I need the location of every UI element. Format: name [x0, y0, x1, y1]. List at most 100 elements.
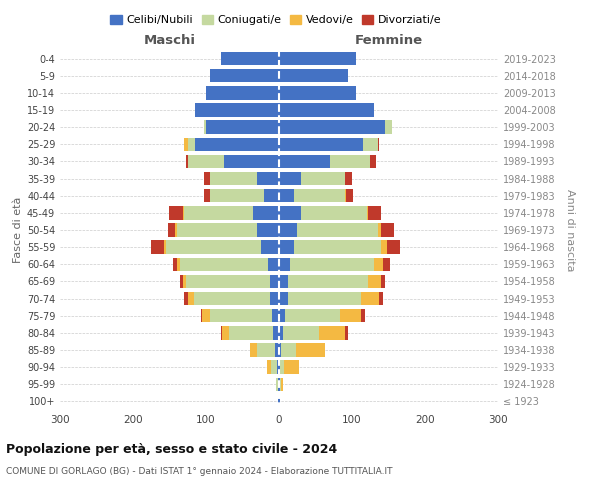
Bar	[279, 120, 385, 134]
Bar	[253, 206, 279, 220]
Bar	[290, 258, 374, 271]
Bar	[344, 172, 352, 186]
Bar	[195, 138, 279, 151]
Bar	[209, 172, 257, 186]
Bar	[166, 240, 261, 254]
Bar	[272, 309, 279, 322]
Bar	[195, 104, 279, 117]
Bar	[221, 326, 222, 340]
Bar	[177, 258, 181, 271]
Bar	[279, 326, 283, 340]
Bar	[340, 309, 361, 322]
Bar	[224, 154, 279, 168]
Bar	[169, 206, 182, 220]
Bar	[279, 309, 285, 322]
Bar	[278, 378, 279, 391]
Bar	[261, 240, 279, 254]
Bar	[281, 344, 296, 356]
Bar	[279, 274, 288, 288]
Bar	[204, 189, 209, 202]
Bar	[363, 138, 377, 151]
Bar	[181, 274, 182, 288]
Bar	[276, 378, 278, 391]
Bar	[168, 224, 175, 236]
Bar	[279, 52, 356, 66]
Bar	[296, 344, 325, 356]
Bar	[181, 258, 268, 271]
Bar	[368, 206, 381, 220]
Text: Femmine: Femmine	[355, 34, 422, 46]
Bar	[250, 344, 257, 356]
Bar	[277, 360, 279, 374]
Bar	[361, 292, 379, 306]
Bar	[297, 224, 377, 236]
Bar	[204, 120, 206, 134]
Bar	[273, 326, 279, 340]
Bar	[381, 274, 385, 288]
Bar	[209, 309, 272, 322]
Bar	[164, 240, 166, 254]
Bar	[186, 154, 188, 168]
Bar	[188, 292, 194, 306]
Bar	[280, 360, 284, 374]
Bar	[377, 224, 381, 236]
Bar	[281, 378, 283, 391]
Bar	[265, 189, 279, 202]
Bar	[379, 292, 383, 306]
Bar	[279, 189, 293, 202]
Bar	[177, 224, 257, 236]
Bar	[188, 138, 195, 151]
Bar	[279, 224, 297, 236]
Bar	[279, 394, 280, 408]
Bar	[279, 172, 301, 186]
Bar	[361, 309, 365, 322]
Bar	[194, 292, 270, 306]
Text: Popolazione per età, sesso e stato civile - 2024: Popolazione per età, sesso e stato civil…	[6, 442, 337, 456]
Bar	[293, 189, 345, 202]
Bar	[344, 189, 346, 202]
Bar	[387, 240, 400, 254]
Bar	[368, 274, 381, 288]
Bar	[270, 274, 279, 288]
Bar	[222, 326, 229, 340]
Bar	[284, 360, 299, 374]
Bar	[383, 258, 390, 271]
Bar	[293, 240, 381, 254]
Bar	[279, 104, 374, 117]
Bar	[278, 394, 279, 408]
Bar	[221, 52, 279, 66]
Bar	[381, 240, 387, 254]
Bar	[279, 154, 330, 168]
Bar	[279, 258, 290, 271]
Bar	[385, 120, 392, 134]
Bar	[184, 292, 188, 306]
Bar	[257, 344, 275, 356]
Y-axis label: Fasce di età: Fasce di età	[13, 197, 23, 263]
Bar	[367, 206, 368, 220]
Bar	[279, 206, 301, 220]
Bar	[279, 360, 280, 374]
Bar	[271, 360, 277, 374]
Bar	[186, 274, 270, 288]
Bar	[285, 309, 340, 322]
Bar	[279, 138, 363, 151]
Bar	[330, 154, 370, 168]
Bar	[288, 274, 368, 288]
Text: Maschi: Maschi	[143, 34, 196, 46]
Bar	[344, 326, 349, 340]
Bar	[173, 258, 177, 271]
Bar	[184, 138, 188, 151]
Bar	[301, 172, 344, 186]
Bar	[206, 86, 279, 100]
Bar	[275, 344, 279, 356]
Bar	[184, 206, 253, 220]
Bar	[151, 240, 164, 254]
Bar	[279, 344, 281, 356]
Bar	[374, 258, 383, 271]
Bar	[257, 224, 279, 236]
Bar	[301, 206, 367, 220]
Bar	[279, 292, 288, 306]
Bar	[279, 86, 356, 100]
Bar	[268, 360, 271, 374]
Bar	[381, 224, 394, 236]
